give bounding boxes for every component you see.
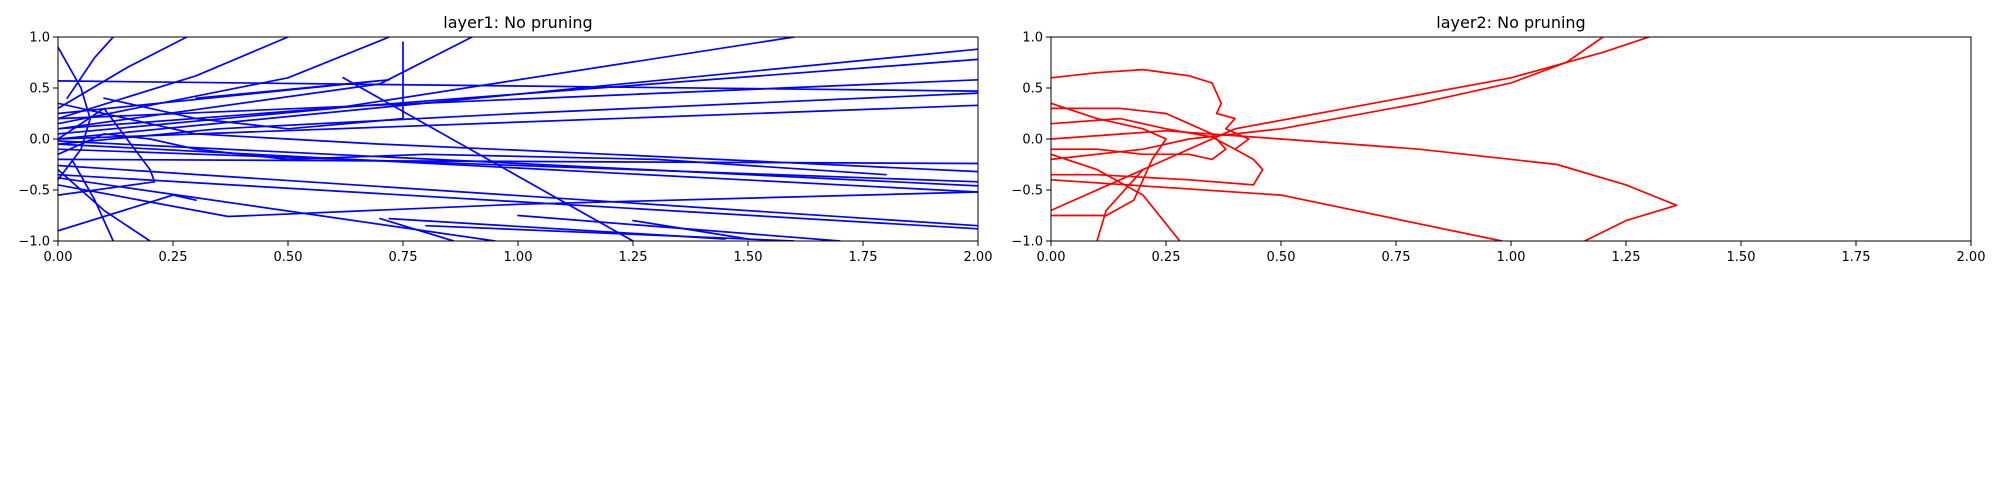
series-line-13: [58, 37, 795, 135]
series-line-8: [1096, 168, 1144, 241]
series-line-27: [58, 78, 391, 115]
series-line-26: [342, 76, 634, 241]
x-tick-label: 2.00: [1957, 250, 1986, 265]
series-line-4: [58, 80, 978, 92]
series-group: [1051, 37, 1678, 241]
series-line-22: [58, 107, 156, 196]
series-line-1: [1051, 68, 1264, 186]
series-line-10: [1051, 117, 1236, 151]
x-tick-label: 0.00: [44, 250, 73, 265]
x-tick-label: 0.00: [1037, 250, 1066, 265]
x-tick-label: 0.50: [1267, 250, 1296, 265]
x-tick-label: 0.50: [274, 250, 303, 265]
x-tick-label: 0.75: [389, 250, 418, 265]
y-tick-label: 0.5: [29, 82, 50, 97]
series-line-2: [1051, 107, 1227, 161]
series-line-17: [58, 37, 188, 110]
y-tick-label: 1.0: [29, 31, 50, 46]
series-line-8: [58, 148, 978, 183]
series-group: [58, 37, 978, 241]
series-line-35: [58, 92, 978, 145]
x-tick-label: 1.00: [1497, 250, 1526, 265]
series-line-15: [58, 37, 391, 125]
series-line-29: [425, 224, 795, 241]
x-tick-label: 1.75: [849, 250, 878, 265]
series-line-34: [58, 194, 197, 232]
x-tick-label: 0.25: [159, 250, 188, 265]
y-tick-label: −0.5: [1011, 184, 1043, 199]
series-line-3: [58, 78, 978, 120]
chart-title: layer1: No pruning: [443, 13, 592, 32]
series-line-9: [1051, 178, 1503, 241]
y-tick-label: −1.0: [18, 235, 50, 250]
y-tick-label: 0.0: [29, 133, 50, 148]
x-tick-label: 0.25: [1152, 250, 1181, 265]
series-line-11: [58, 173, 978, 230]
series-line-16: [58, 37, 289, 120]
series-line-2: [58, 58, 978, 130]
chart-panel-2: 0.00 0.25 0.50 0.75 1.00 1.25 1.50 1.75 2.00 −1.0…: [1011, 13, 1985, 265]
y-tick-label: 1.0: [1022, 31, 1043, 46]
series-line-25: [103, 41, 404, 130]
series-line-7: [1051, 153, 1181, 241]
series-line-3: [1051, 102, 1167, 217]
x-tick-label: 1.25: [1612, 250, 1641, 265]
series-line-24: [58, 102, 978, 173]
x-tick-label: 1.00: [504, 250, 533, 265]
series-line-5: [1051, 37, 1604, 161]
x-tick-label: 1.75: [1842, 250, 1871, 265]
x-tick-label: 1.25: [619, 250, 648, 265]
x-tick-label: 1.50: [734, 250, 763, 265]
y-tick-label: −1.0: [1011, 235, 1043, 250]
series-line-20: [58, 168, 151, 241]
series-line-31: [632, 219, 749, 240]
chart-panel-1: 0.00 0.25 0.50 0.75 1.00 1.25 1.50 1.75 2.00 −1.0…: [18, 13, 992, 265]
x-tick-label: 2.00: [964, 250, 993, 265]
series-line-18: [66, 37, 115, 100]
chart-title: layer2: No pruning: [1436, 13, 1585, 32]
series-line-7: [58, 143, 978, 193]
series-line-12: [58, 184, 978, 218]
y-tick-label: 0.0: [1022, 133, 1043, 148]
series-line-14: [58, 37, 473, 130]
series-line-9: [58, 158, 978, 165]
series-line-33: [58, 176, 496, 241]
x-tick-label: 0.75: [1382, 250, 1411, 265]
x-tick-label: 1.50: [1727, 250, 1756, 265]
y-tick-label: 0.5: [1022, 82, 1043, 97]
series-line-21: [70, 158, 115, 241]
series-line-10: [58, 164, 978, 227]
series-line-4: [1051, 37, 1650, 212]
y-tick-label: −0.5: [18, 184, 50, 199]
series-line-5: [58, 104, 978, 140]
series-line-6: [58, 140, 978, 187]
series-line-6: [1051, 129, 1678, 241]
